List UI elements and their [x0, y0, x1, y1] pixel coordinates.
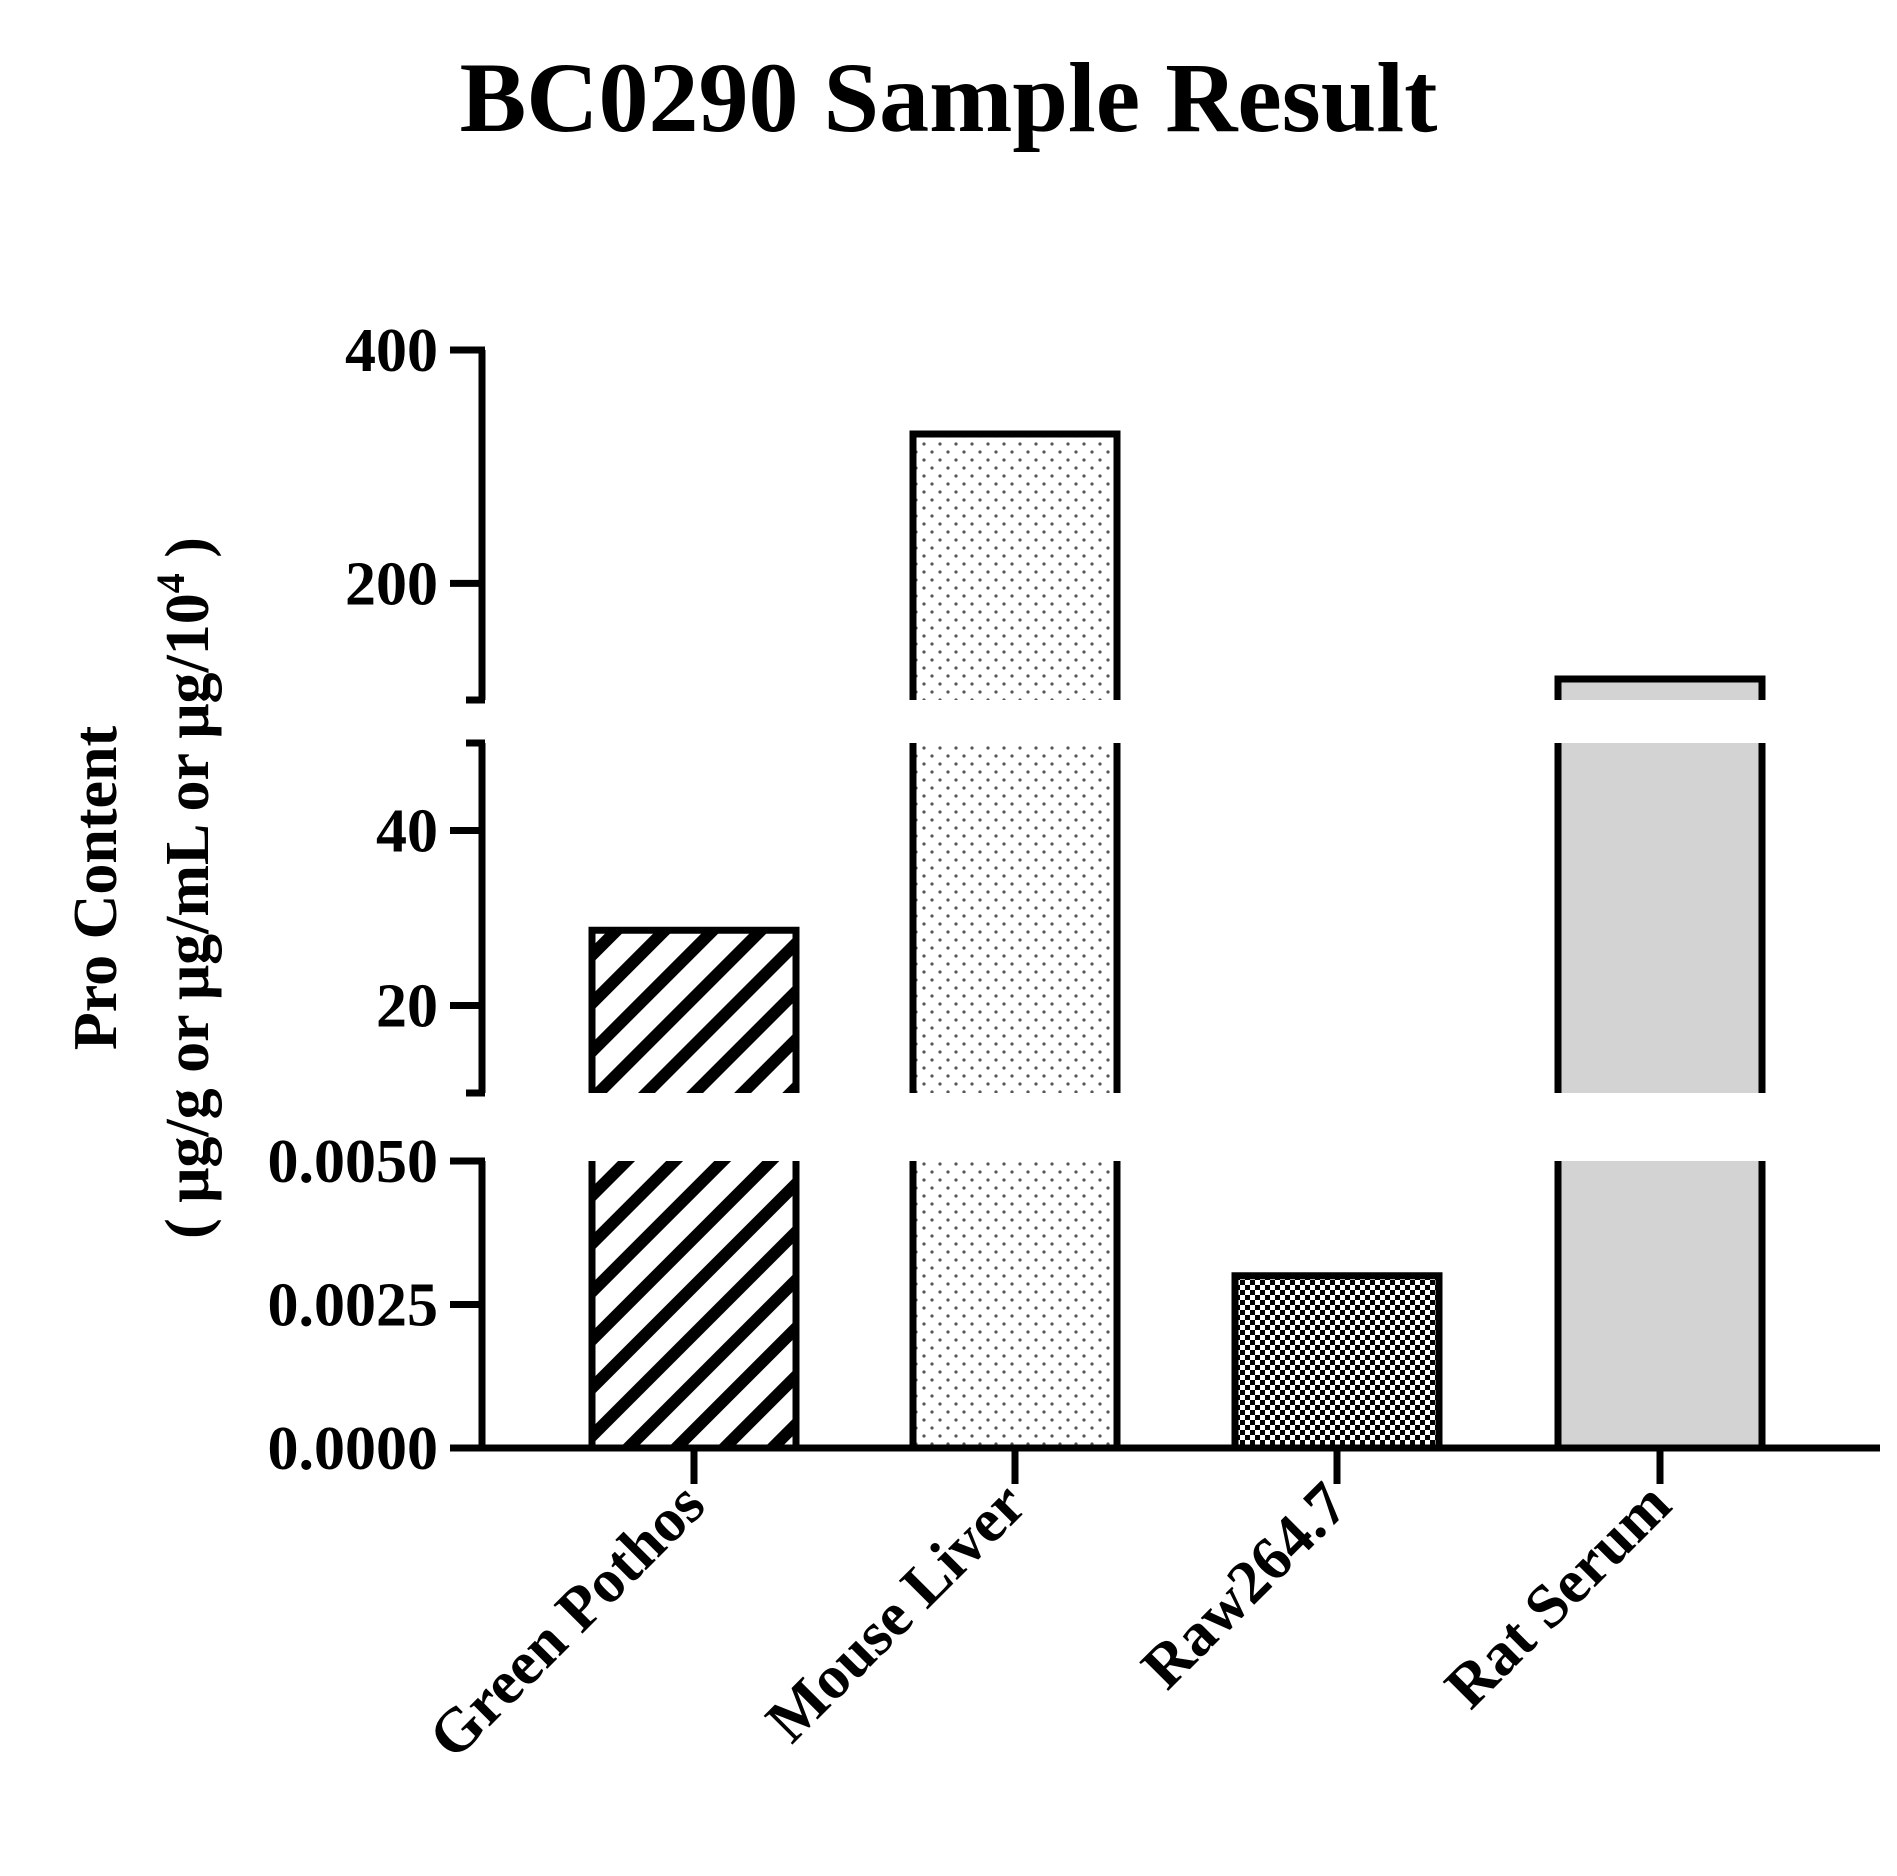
- bar-rat-serum-seg1: [1558, 743, 1762, 1093]
- bar-mouse-liver-seg1-outline: [909, 743, 1121, 1093]
- x-tick-label: Mouse Liver: [753, 1470, 1039, 1756]
- bar-green-pothos-seg1-outline: [588, 926, 800, 1093]
- y-axis-title-line1: Pro Content: [62, 725, 130, 1050]
- y-tick-label: 40: [376, 798, 438, 866]
- x-tick-label: Green Pothos: [416, 1470, 718, 1772]
- x-tick-label: Rat Serum: [1432, 1470, 1683, 1721]
- bar-mouse-liver-seg1: [913, 743, 1117, 1093]
- bar-rat-serum-seg0: [1558, 1161, 1762, 1448]
- bar-rat-serum-seg2-outline: [1554, 675, 1766, 700]
- bar-mouse-liver-seg2-outline: [909, 430, 1121, 700]
- y-tick-label: 200: [345, 550, 438, 618]
- y-tick-label: 20: [376, 973, 438, 1041]
- bar-rat-serum-seg2: [1558, 679, 1762, 700]
- bar-raw264-7-seg0-outline: [1231, 1272, 1443, 1448]
- bar-mouse-liver-seg2: [913, 434, 1117, 700]
- bar-green-pothos-seg1: [592, 930, 796, 1093]
- y-axis-title-suffix: ): [154, 537, 222, 573]
- bar-raw264-7-seg0: [1235, 1275, 1439, 1448]
- y-tick-label: 0.0025: [268, 1272, 439, 1340]
- y-tick-label: 400: [345, 317, 438, 385]
- bar-rat-serum-seg0-outline: [1554, 1161, 1766, 1448]
- y-tick-label: 0.0050: [268, 1128, 439, 1196]
- chart-title: BC0290 Sample Result: [459, 42, 1438, 153]
- bar-rat-serum-seg1-outline: [1554, 743, 1766, 1093]
- y-axis-title-line2: ( μg/g or μg/mL or μg/104 ): [148, 537, 222, 1239]
- y-tick-label: 0.0000: [268, 1415, 439, 1483]
- bar-mouse-liver-seg0-outline: [909, 1161, 1121, 1448]
- bar-mouse-liver-seg0: [913, 1161, 1117, 1448]
- y-axis-title-text: ( μg/g or μg/mL or μg/10: [154, 593, 222, 1239]
- y-axis-title-superscript: 4: [148, 573, 193, 593]
- bar-green-pothos-seg0: [592, 1161, 796, 1448]
- bar-green-pothos-seg0-outline: [588, 1161, 800, 1448]
- x-tick-label: Raw264.7: [1129, 1470, 1361, 1702]
